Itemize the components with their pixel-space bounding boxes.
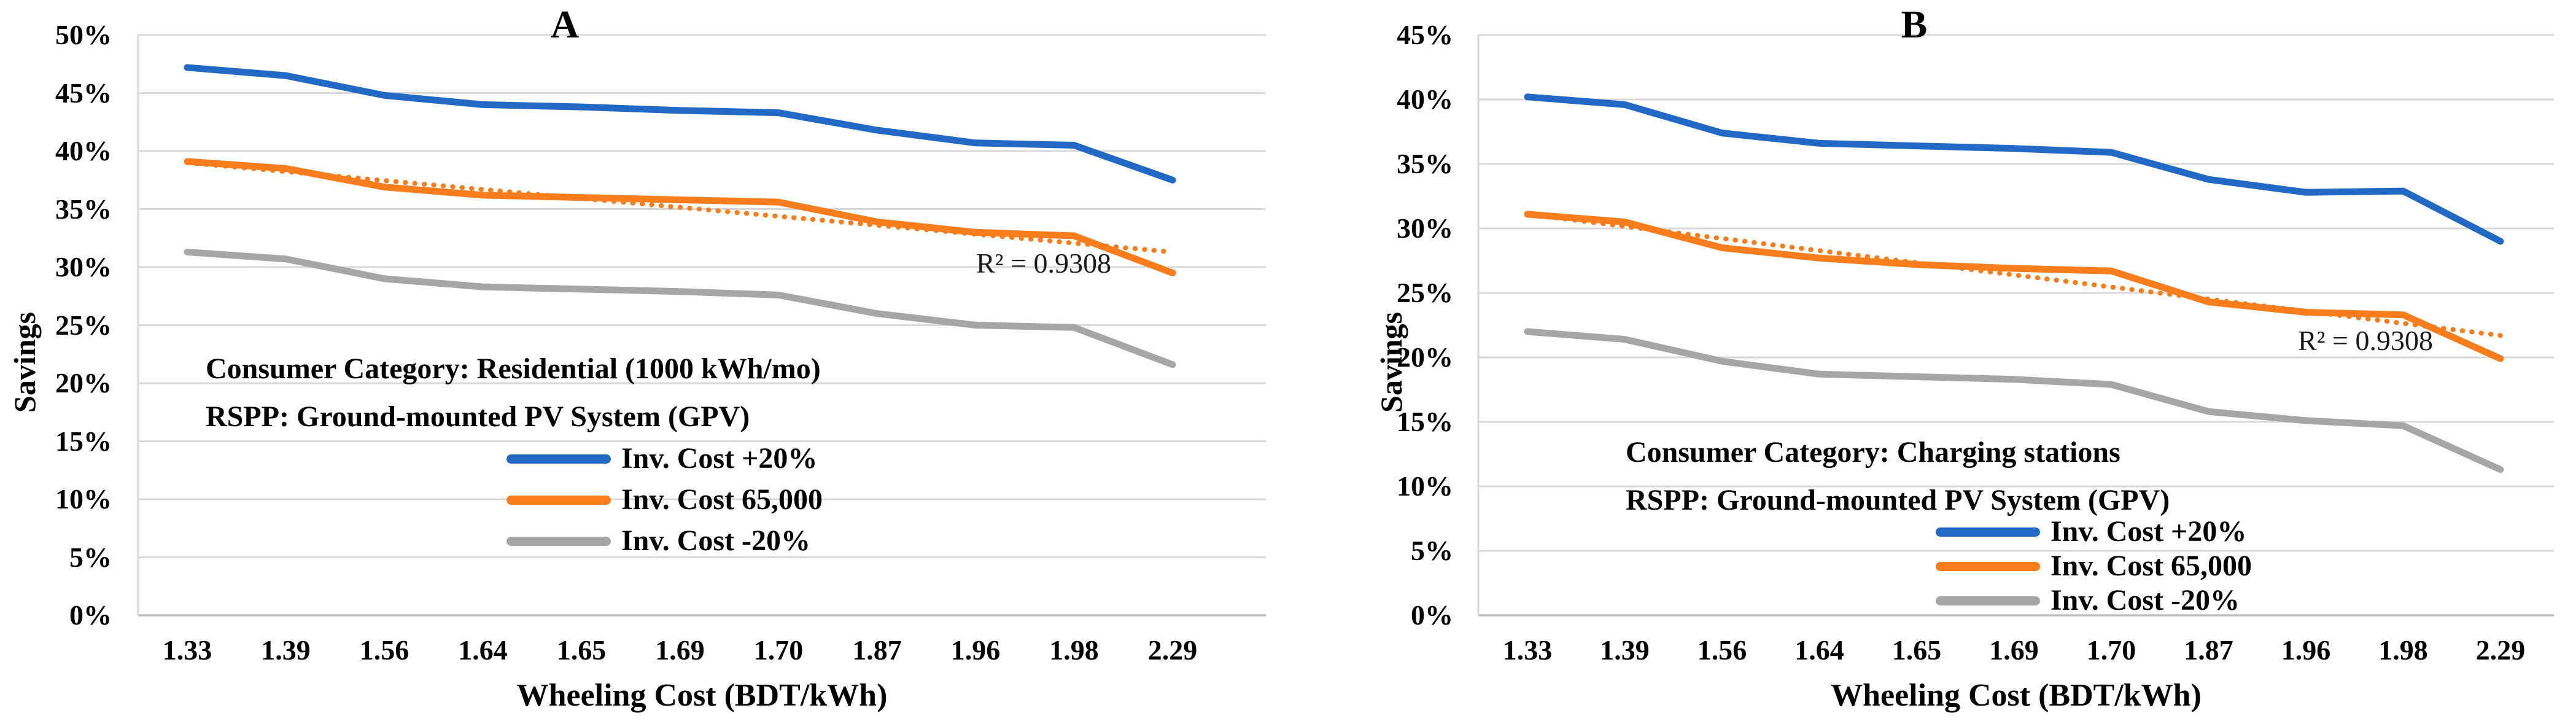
annotation-a: Consumer Category: Residential (1000 kWh… <box>206 345 821 441</box>
trendline-dotted <box>1525 211 2503 338</box>
y-tick-label: 30% <box>55 251 112 282</box>
chart-title-a: A <box>550 2 580 46</box>
chart-title-b: B <box>1901 2 1928 46</box>
legend-label: Inv. Cost -20% <box>621 524 811 557</box>
y-axis-title-a: Savings <box>7 311 42 413</box>
x-tick-label: 1.64 <box>458 634 508 666</box>
y-tick-label: 10% <box>55 483 112 515</box>
x-tick-label: 1.56 <box>359 634 409 666</box>
x-tick-label: 1.87 <box>2184 634 2233 666</box>
x-tick-label: 1.56 <box>1697 634 1747 666</box>
legend-item-inv-cost-minus20: Inv. Cost -20% <box>506 526 810 556</box>
y-tick-label: 40% <box>1397 84 1453 115</box>
x-tick-label: 2.29 <box>2475 634 2526 666</box>
series-line-inv-cost-20- <box>184 64 1176 184</box>
y-tick-label: 35% <box>1397 148 1453 179</box>
annotation-line-1: Consumer Category: Residential (1000 kWh… <box>206 352 821 385</box>
y-tick-label: 35% <box>55 193 112 225</box>
x-tick-label: 1.69 <box>655 634 705 666</box>
legend-label: Inv. Cost +20% <box>2050 515 2247 548</box>
series-line-inv-cost-20- <box>1524 328 2504 473</box>
x-tick-label: 1.69 <box>1989 634 2039 666</box>
x-tick-label: 1.39 <box>1600 634 1650 666</box>
y-tick-label: 50% <box>55 19 112 50</box>
x-tick-label: 1.64 <box>1794 634 1844 666</box>
y-tick-label: 25% <box>1397 277 1453 308</box>
legend-item-inv-cost-plus20: Inv. Cost +20% <box>1936 517 2246 547</box>
y-tick-label: 15% <box>55 425 112 457</box>
trendline-dotted <box>185 160 1175 255</box>
legend-swatch-gray <box>506 536 611 546</box>
plot-area-a <box>137 34 1266 617</box>
x-tick-label: 1.98 <box>2378 634 2428 666</box>
x-tick-label: 1.98 <box>1049 634 1099 666</box>
x-tick-label: 1.70 <box>2086 634 2136 666</box>
series-line-inv-cost-20- <box>1524 93 2504 245</box>
x-tick-label: 1.33 <box>1502 634 1553 666</box>
series-line-inv-cost-20- <box>184 248 1176 368</box>
legend-label: Inv. Cost 65,000 <box>621 483 823 516</box>
legend-item-inv-cost-65000: Inv. Cost 65,000 <box>1936 551 2252 581</box>
series-line-inv-cost-65-000 <box>1524 211 2504 362</box>
x-tick-label: 1.96 <box>950 634 1001 666</box>
x-tick-label: 1.39 <box>261 634 311 666</box>
annotation-line-2: RSPP: Ground-mounted PV System (GPV) <box>206 400 750 433</box>
x-tick-label: 1.65 <box>1891 634 1942 666</box>
annotation-line-2: RSPP: Ground-mounted PV System (GPV) <box>1626 483 2170 516</box>
legend-item-inv-cost-65000: Inv. Cost 65,000 <box>506 485 823 515</box>
y-tick-label: 5% <box>69 541 112 573</box>
y-tick-label: 40% <box>55 135 112 166</box>
annotation-b: Consumer Category: Charging stations RSP… <box>1626 429 2170 524</box>
y-tick-label: 45% <box>55 77 112 109</box>
legend-item-inv-cost-plus20: Inv. Cost +20% <box>506 444 817 473</box>
x-tick-label: 1.65 <box>556 634 607 666</box>
chart-panel-b: B Savings 45% 40% 35% 30% 25% 20% 15% 10% 5% 0% 1… <box>1288 0 2576 724</box>
legend-label: Inv. Cost -20% <box>2050 584 2240 617</box>
x-tick-label: 1.87 <box>852 634 902 666</box>
legend-swatch-blue <box>1936 527 2040 537</box>
y-tick-label: 30% <box>1397 212 1453 244</box>
legend-swatch-gray <box>1936 596 2040 605</box>
x-axis-title-b: Wheeling Cost (BDT/kWh) <box>1831 678 2202 713</box>
y-tick-label: 45% <box>1397 19 1453 50</box>
y-tick-label: 20% <box>1397 341 1453 373</box>
legend-swatch-orange <box>1936 561 2040 571</box>
series-line-inv-cost-65-000 <box>184 158 1176 276</box>
y-tick-label: 25% <box>55 309 112 341</box>
legend-swatch-orange <box>506 495 611 505</box>
legend-label: Inv. Cost 65,000 <box>2050 550 2252 582</box>
legend-label: Inv. Cost +20% <box>621 442 818 475</box>
x-axis-title-a: Wheeling Cost (BDT/kWh) <box>516 678 888 713</box>
x-tick-label: 2.29 <box>1147 634 1198 666</box>
y-tick-label: 0% <box>69 599 112 631</box>
y-tick-label: 20% <box>55 367 112 399</box>
y-tick-label: 0% <box>1411 599 1453 631</box>
x-tick-label: 1.96 <box>2281 634 2331 666</box>
x-tick-label: 1.70 <box>753 634 804 666</box>
y-tick-label: 5% <box>1411 535 1453 566</box>
chart-panel-a: A Savings 50% 45% 40% 35% 30% 25% 20% 15% 10% 5% 0… <box>7 2 1266 713</box>
legend-item-inv-cost-minus20: Inv. Cost -20% <box>1936 586 2240 615</box>
legend-swatch-blue <box>506 454 611 464</box>
y-tick-label: 15% <box>1397 406 1453 437</box>
plot-area-b <box>1477 34 2554 617</box>
y-tick-label: 10% <box>1397 470 1453 502</box>
r-squared-label-b: R² = 0.9308 <box>2298 324 2433 356</box>
r-squared-label-a: R² = 0.9308 <box>976 247 1111 279</box>
x-tick-label: 1.33 <box>162 634 212 666</box>
annotation-line-1: Consumer Category: Charging stations <box>1626 436 2120 469</box>
